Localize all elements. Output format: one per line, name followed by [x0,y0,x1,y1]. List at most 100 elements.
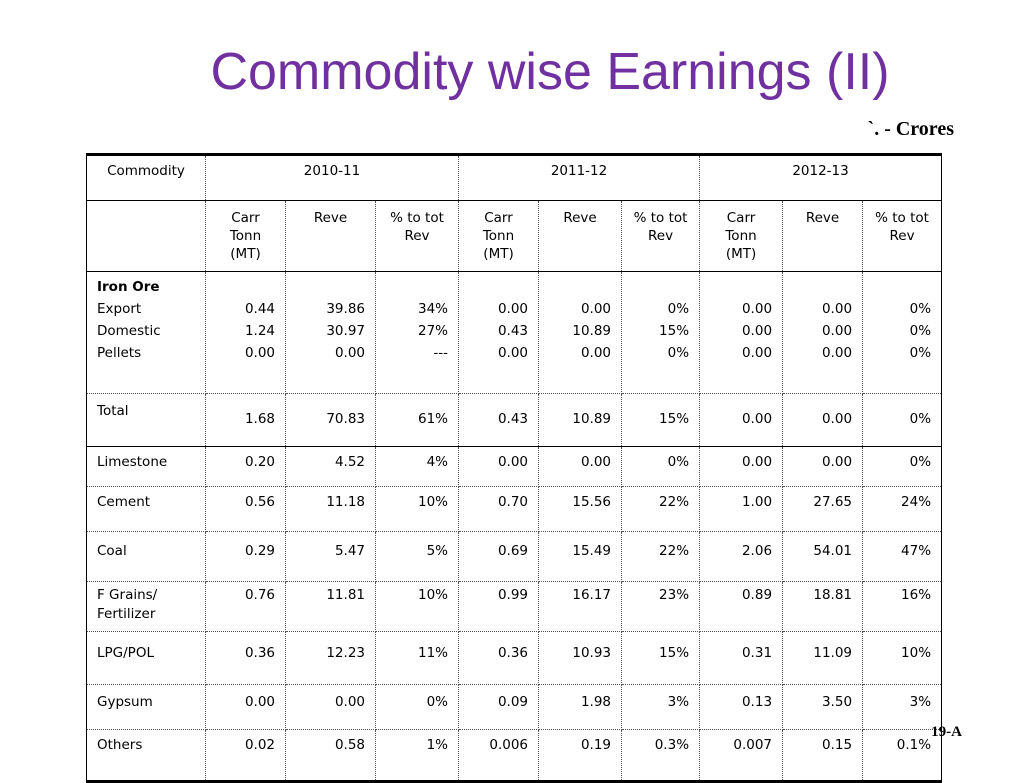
iron-ore-cell: 0% 15% 0% [621,271,701,394]
table-cell: 0.00 [782,446,864,487]
total-cell: 0.00 [782,393,864,447]
table-cell: 10% [374,486,460,532]
table-cell: 11.09 [782,631,864,685]
subheader-row: Carr Tonn (MT) Reve % to tot Rev Carr Tonn (M… [86,200,943,272]
table-cell: 0.69 [458,531,540,582]
table-cell: 2.06 [699,531,784,582]
table-cell: 0.00 [458,446,540,487]
slide-title: Commodity wise Earnings (II) [210,43,890,101]
iron-ore-row: Iron Ore Export Domestic Pellets 0.44 1.24 0.… [86,271,943,394]
gypsum-row: Gypsum 0.00 0.00 0% 0.09 1.98 3% 0.13 3.… [86,684,943,730]
table-cell: 10.93 [538,631,623,685]
food-grains-fertilizer-row: F Grains/Fertilizer 0.76 11.81 10% 0.99 … [86,581,943,632]
table-cell: 22% [621,531,701,582]
commodity-name: LPG/POL [86,631,206,685]
table-cell: 0.00 [699,446,784,487]
table-cell: 0.70 [458,486,540,532]
iron-ore-cell: 0.00 0.43 0.00 [458,271,540,394]
table-cell: 5% [374,531,460,582]
commodity-name: Cement [86,486,206,532]
table-cell: 0.00 [285,684,376,730]
table-cell: 0.13 [699,684,784,730]
others-row: Others 0.02 0.58 1% 0.006 0.19 0.3% 0.00… [86,729,943,782]
subheader-carr-tonn: Carr Tonn (MT) [458,200,540,272]
table-cell: 15% [621,631,701,685]
total-cell: 61% [374,393,460,447]
table-cell: 3.50 [782,684,864,730]
table-cell: 4% [374,446,460,487]
iron-ore-cell: 0% 0% 0% [862,271,943,394]
limestone-row: Limestone 0.20 4.52 4% 0.00 0.00 0% 0.00… [86,446,943,487]
table-cell: 0.007 [699,729,784,782]
table-cell: 47% [862,531,943,582]
table-cell: 10% [862,631,943,685]
table-cell: 22% [621,486,701,532]
table-cell: 0% [862,446,943,487]
total-cell: 70.83 [285,393,376,447]
table-cell: 0.20 [205,446,286,487]
table-cell: 1% [374,729,460,782]
table-cell: 0.00 [205,684,286,730]
table-cell: 0.36 [205,631,286,685]
table-cell: 0.76 [205,581,286,632]
commodity-name: F Grains/Fertilizer [86,581,206,632]
table-cell: 0.29 [205,531,286,582]
header-row: Commodity 2010-11 2011-12 2012-13 [86,154,943,201]
subheader-carr-tonn: Carr Tonn (MT) [205,200,286,272]
table-cell: 1.00 [699,486,784,532]
commodity-name: Coal [86,531,206,582]
table-cell: 10% [374,581,460,632]
table-cell: 0.56 [205,486,286,532]
table-cell: 0.19 [538,729,623,782]
table-cell: 12.23 [285,631,376,685]
table-cell: 15.56 [538,486,623,532]
table-cell: 11.18 [285,486,376,532]
table-cell: 18.81 [782,581,864,632]
total-cell: 0.00 [699,393,784,447]
table-cell: 0.02 [205,729,286,782]
total-cell: 15% [621,393,701,447]
table-cell: 0% [621,446,701,487]
subheader-reve: Reve [782,200,864,272]
iron-ore-cell: 0.44 1.24 0.00 [205,271,286,394]
table-cell: 0.00 [538,446,623,487]
table-cell: 0.31 [699,631,784,685]
subheader-reve: Reve [285,200,376,272]
commodity-name: Others [86,729,206,782]
table-cell: 1.98 [538,684,623,730]
table-cell: 4.52 [285,446,376,487]
iron-ore-cell: 0.00 0.00 0.00 [782,271,864,394]
subheader-pct-tot-rev: % to tot Rev [862,200,943,272]
table-cell: 11% [374,631,460,685]
table-cell: 0.89 [699,581,784,632]
table-cell: 15.49 [538,531,623,582]
iron-ore-cell: 39.86 30.97 0.00 [285,271,376,394]
header-year-2012-13: 2012-13 [699,154,943,201]
commodity-name: Limestone [86,446,206,487]
total-cell: 10.89 [538,393,623,447]
commodity-name: Gypsum [86,684,206,730]
total-label: Total [86,393,206,447]
units-label: `. - Crores [867,118,954,140]
table-cell: 0.99 [458,581,540,632]
table-cell: 0.3% [621,729,701,782]
table-cell: 24% [862,486,943,532]
table-cell: 16% [862,581,943,632]
subheader-reve: Reve [538,200,623,272]
header-year-2010-11: 2010-11 [204,154,460,201]
table-cell: 5.47 [285,531,376,582]
header-commodity: Commodity [86,154,206,201]
subheader-carr-tonn: Carr Tonn (MT) [699,200,784,272]
iron-ore-cell: 0.00 0.00 0.00 [699,271,784,394]
subheader-pct-tot-rev: % to tot Rev [374,200,460,272]
table-cell: 23% [621,581,701,632]
header-year-2011-12: 2011-12 [458,154,701,201]
table-cell: 27.65 [782,486,864,532]
table-cell: 0.15 [782,729,864,782]
total-row: Total 1.68 70.83 61% 0.43 10.89 15% 0.00… [86,393,943,447]
earnings-table: Commodity 2010-11 2011-12 2012-13 Carr To… [86,153,943,783]
table-cell: 16.17 [538,581,623,632]
coal-row: Coal 0.29 5.47 5% 0.69 15.49 22% 2.06 54… [86,531,943,582]
table-cell: 3% [621,684,701,730]
subheader-pct-tot-rev: % to tot Rev [621,200,701,272]
